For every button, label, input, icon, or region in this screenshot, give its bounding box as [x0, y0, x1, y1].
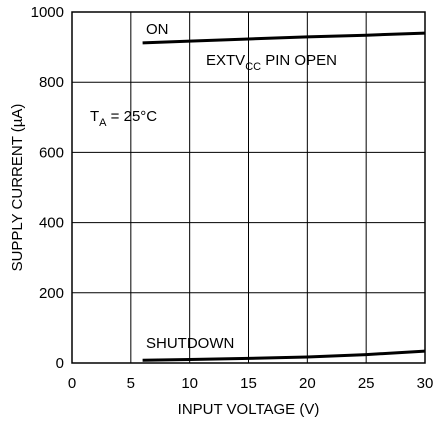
- y-tick-label: 400: [39, 215, 64, 232]
- curves: [142, 31, 426, 362]
- plot-frame: [71, 11, 426, 364]
- y-tick-label: 600: [39, 144, 64, 161]
- x-tick-label: 30: [417, 375, 434, 392]
- x-tick-labels: 0 5 10 15 20 25 30: [68, 375, 434, 392]
- x-tick-label: 10: [181, 375, 198, 392]
- y-tick-label: 1000: [31, 4, 64, 21]
- temp-sub: A: [99, 117, 107, 129]
- x-axis-label: INPUT VOLTAGE (V): [178, 401, 320, 418]
- temp-rest: = 25°C: [107, 108, 158, 125]
- condition-sub: CC: [245, 61, 261, 73]
- condition-base: EXTV: [206, 52, 245, 69]
- x-tick-label: 0: [68, 375, 76, 392]
- x-tick-label: 15: [240, 375, 257, 392]
- x-tick-label: 5: [127, 375, 135, 392]
- temp-base: T: [90, 108, 99, 125]
- condition-annotation: EXTVCC PIN OPEN: [206, 52, 337, 73]
- x-tick-label: 25: [358, 375, 375, 392]
- temperature-annotation: TA = 25°C: [90, 108, 157, 129]
- y-tick-labels: 0 200 400 600 800 1000: [31, 4, 64, 372]
- series-label-on: ON: [146, 21, 169, 38]
- grid: [72, 12, 425, 363]
- x-tick-label: 20: [299, 375, 316, 392]
- y-axis-label: SUPPLY CURRENT (µA): [9, 104, 26, 272]
- y-tick-label: 800: [39, 74, 64, 91]
- y-tick-label: 0: [56, 355, 64, 372]
- series-line-shutdown: [142, 349, 426, 362]
- series-label-shutdown: SHUTDOWN: [146, 335, 234, 352]
- y-tick-label: 200: [39, 285, 64, 302]
- condition-rest: PIN OPEN: [261, 52, 337, 69]
- series-line-on: [142, 31, 426, 45]
